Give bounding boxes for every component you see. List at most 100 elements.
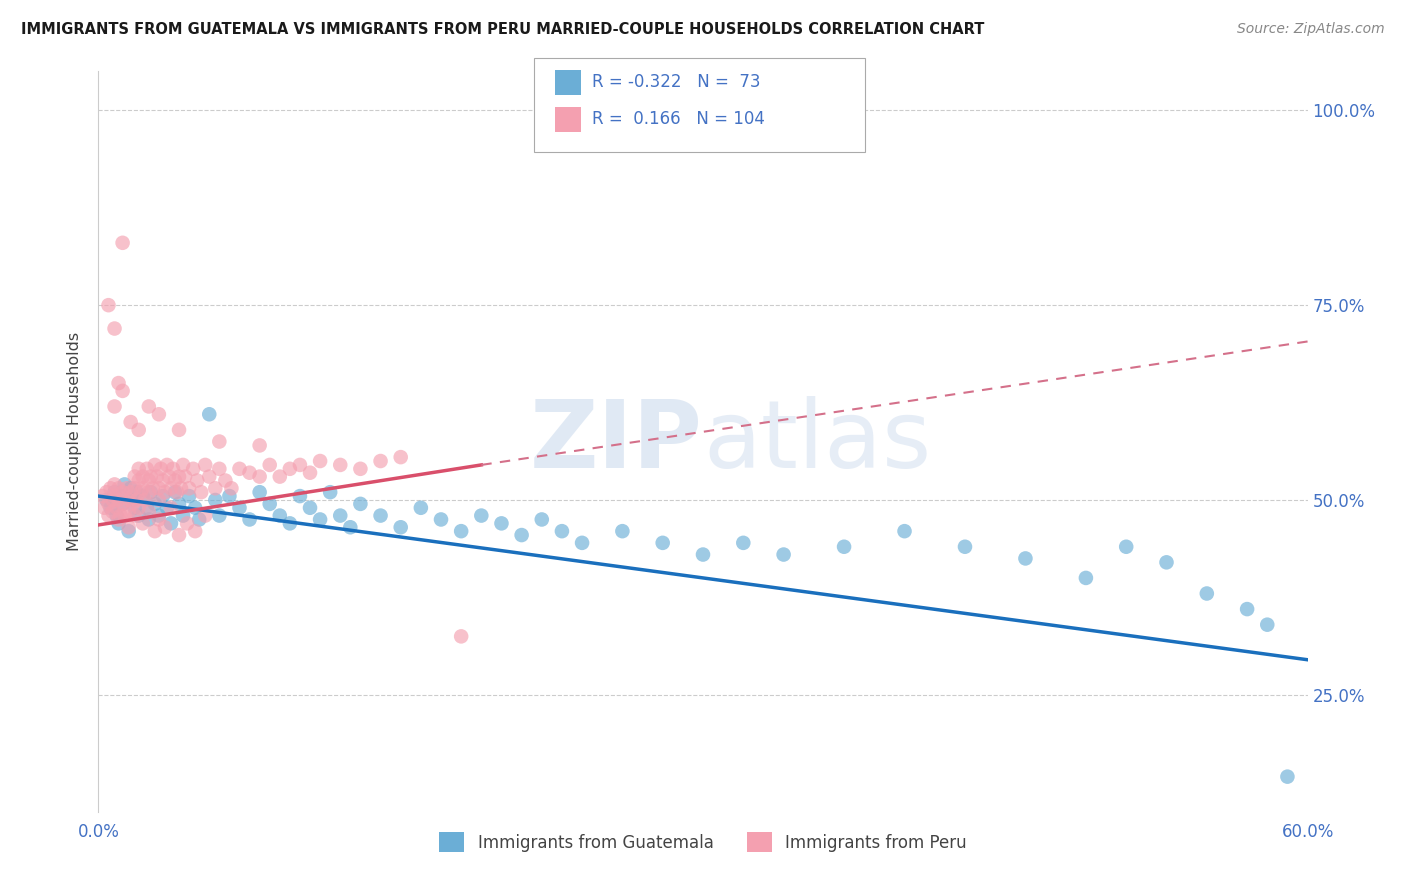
Point bbox=[692, 548, 714, 562]
Point bbox=[152, 474, 174, 488]
Point bbox=[162, 462, 184, 476]
Point bbox=[204, 481, 226, 495]
Point bbox=[128, 508, 150, 523]
Point bbox=[107, 493, 129, 508]
Point bbox=[181, 462, 204, 476]
Point bbox=[530, 512, 553, 526]
Point bbox=[124, 481, 146, 495]
Point bbox=[121, 493, 143, 508]
Text: atlas: atlas bbox=[703, 395, 931, 488]
Point bbox=[148, 512, 170, 526]
Point bbox=[208, 462, 231, 476]
Point bbox=[194, 508, 217, 523]
Point bbox=[259, 497, 281, 511]
Point bbox=[124, 500, 146, 515]
Point bbox=[107, 376, 129, 390]
Point bbox=[97, 508, 120, 523]
Point bbox=[450, 524, 472, 538]
Point bbox=[733, 536, 755, 550]
Point bbox=[160, 481, 183, 495]
Point bbox=[120, 415, 142, 429]
Point bbox=[370, 454, 392, 468]
Point bbox=[163, 474, 186, 488]
Point bbox=[111, 485, 134, 500]
Point bbox=[167, 497, 190, 511]
Point bbox=[389, 450, 412, 464]
Point bbox=[111, 384, 134, 398]
Point bbox=[160, 516, 183, 531]
Point bbox=[259, 458, 281, 472]
Point bbox=[124, 508, 146, 523]
Y-axis label: Married-couple Households: Married-couple Households bbox=[67, 332, 83, 551]
Point bbox=[551, 524, 574, 538]
Point bbox=[1156, 555, 1178, 569]
Point bbox=[128, 462, 150, 476]
Point bbox=[128, 474, 150, 488]
Point bbox=[103, 489, 125, 503]
Point bbox=[153, 485, 176, 500]
Point bbox=[138, 400, 160, 414]
Point bbox=[288, 458, 311, 472]
Point bbox=[91, 489, 114, 503]
Point bbox=[97, 298, 120, 312]
Point bbox=[105, 500, 128, 515]
Point bbox=[249, 438, 271, 452]
Point bbox=[110, 508, 132, 523]
Point bbox=[953, 540, 976, 554]
Point bbox=[228, 462, 250, 476]
Point bbox=[134, 493, 156, 508]
Point bbox=[139, 485, 162, 500]
Point bbox=[198, 407, 221, 421]
Point bbox=[239, 512, 262, 526]
Point bbox=[409, 500, 432, 515]
Point bbox=[110, 489, 132, 503]
Point bbox=[174, 469, 197, 483]
Point bbox=[156, 500, 179, 515]
Point bbox=[153, 520, 176, 534]
Point bbox=[135, 500, 157, 515]
Point bbox=[96, 485, 118, 500]
Point bbox=[111, 235, 134, 250]
Point bbox=[651, 536, 673, 550]
Point bbox=[107, 512, 129, 526]
Text: R =  0.166   N = 104: R = 0.166 N = 104 bbox=[592, 111, 765, 128]
Point bbox=[172, 508, 194, 523]
Point bbox=[107, 481, 129, 495]
Point bbox=[167, 423, 190, 437]
Point bbox=[138, 485, 160, 500]
Text: Source: ZipAtlas.com: Source: ZipAtlas.com bbox=[1237, 22, 1385, 37]
Point bbox=[107, 516, 129, 531]
Point bbox=[138, 512, 160, 526]
Point bbox=[132, 481, 155, 495]
Point bbox=[111, 497, 134, 511]
Point bbox=[103, 321, 125, 335]
Point bbox=[612, 524, 634, 538]
Point bbox=[172, 458, 194, 472]
Point bbox=[309, 512, 332, 526]
Point bbox=[198, 469, 221, 483]
Point bbox=[100, 481, 122, 495]
Point bbox=[114, 508, 136, 523]
Point bbox=[170, 481, 193, 495]
Point bbox=[148, 481, 170, 495]
Point bbox=[179, 481, 201, 495]
Point bbox=[389, 520, 412, 534]
Point bbox=[96, 493, 118, 508]
Point bbox=[101, 505, 124, 519]
Point bbox=[118, 520, 141, 534]
Legend: Immigrants from Guatemala, Immigrants from Peru: Immigrants from Guatemala, Immigrants fr… bbox=[433, 825, 973, 859]
Point bbox=[1236, 602, 1258, 616]
Text: R = -0.322   N =  73: R = -0.322 N = 73 bbox=[592, 73, 761, 91]
Text: ZIP: ZIP bbox=[530, 395, 703, 488]
Point bbox=[143, 458, 166, 472]
Point bbox=[120, 481, 142, 495]
Point bbox=[832, 540, 855, 554]
Point bbox=[115, 481, 138, 495]
Point bbox=[571, 536, 593, 550]
Point bbox=[1195, 586, 1218, 600]
Point bbox=[118, 524, 141, 538]
Point bbox=[139, 469, 162, 483]
Point bbox=[188, 512, 211, 526]
Point bbox=[510, 528, 533, 542]
Point bbox=[450, 629, 472, 643]
